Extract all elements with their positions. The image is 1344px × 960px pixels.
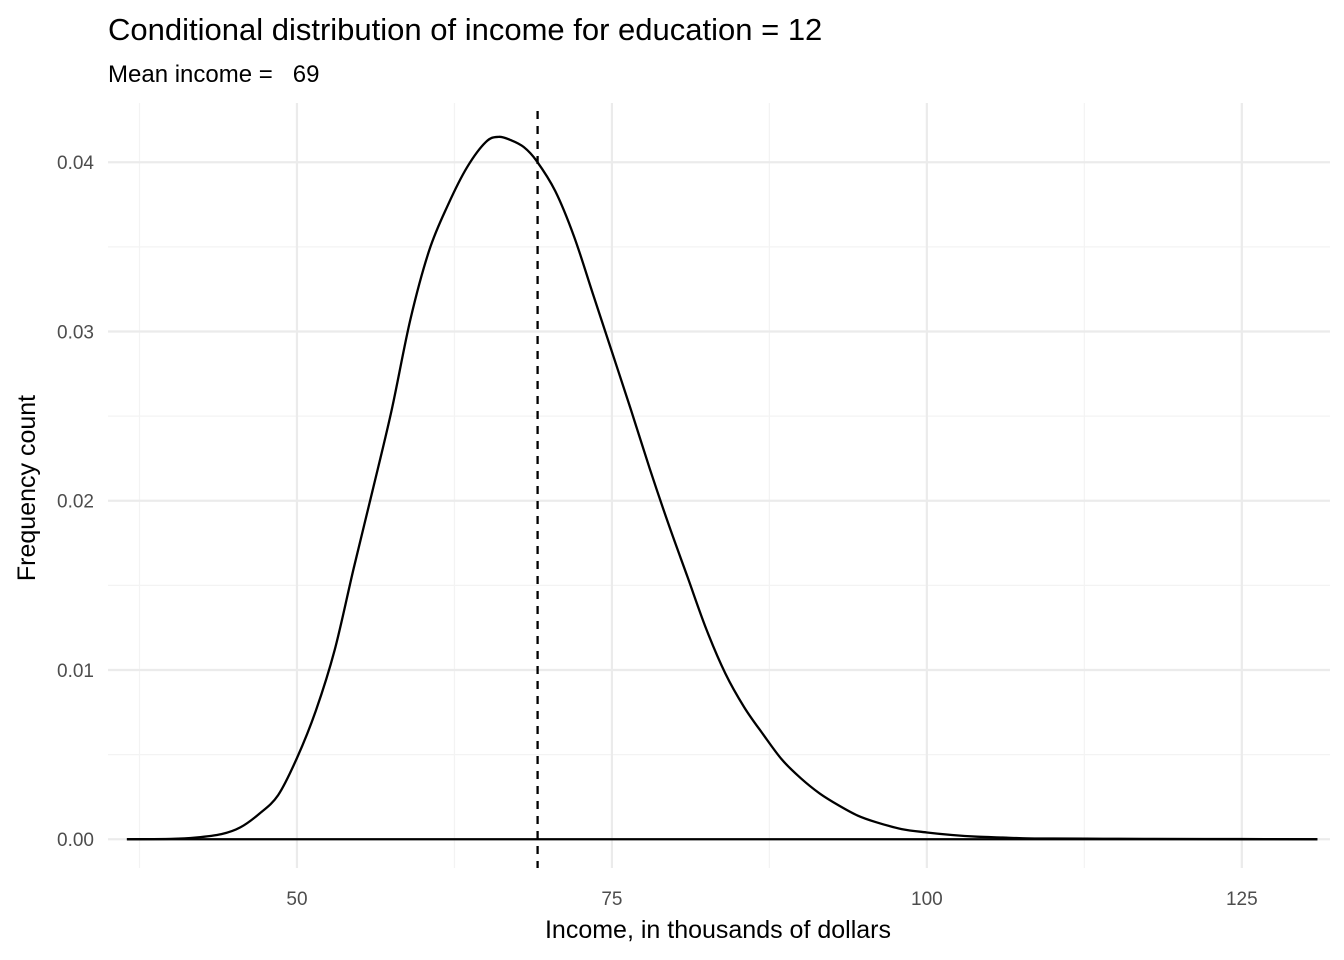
x-axis-title: Income, in thousands of dollars bbox=[545, 916, 891, 944]
y-tick-label: 0.02 bbox=[57, 492, 94, 513]
y-axis-tick-labels: 0.00 0.01 0.02 0.03 0.04 bbox=[57, 153, 94, 851]
minor-gridlines bbox=[108, 103, 1330, 868]
y-tick-label: 0.03 bbox=[57, 322, 94, 343]
density-curve bbox=[126, 135, 1318, 841]
y-tick-label: 0.00 bbox=[57, 830, 94, 851]
x-axis-tick-labels: 50 75 100 125 bbox=[286, 889, 1257, 910]
major-gridlines bbox=[108, 103, 1330, 868]
y-axis-title: Frequency count bbox=[13, 395, 41, 581]
y-tick-label: 0.01 bbox=[57, 661, 94, 682]
chart-subtitle: Mean income = 69 bbox=[108, 61, 319, 88]
chart-title: Conditional distribution of income for e… bbox=[108, 12, 822, 47]
x-tick-label: 50 bbox=[286, 889, 307, 910]
x-tick-label: 125 bbox=[1226, 889, 1258, 910]
x-tick-label: 100 bbox=[911, 889, 943, 910]
y-tick-label: 0.04 bbox=[57, 153, 94, 174]
x-tick-label: 75 bbox=[601, 889, 622, 910]
